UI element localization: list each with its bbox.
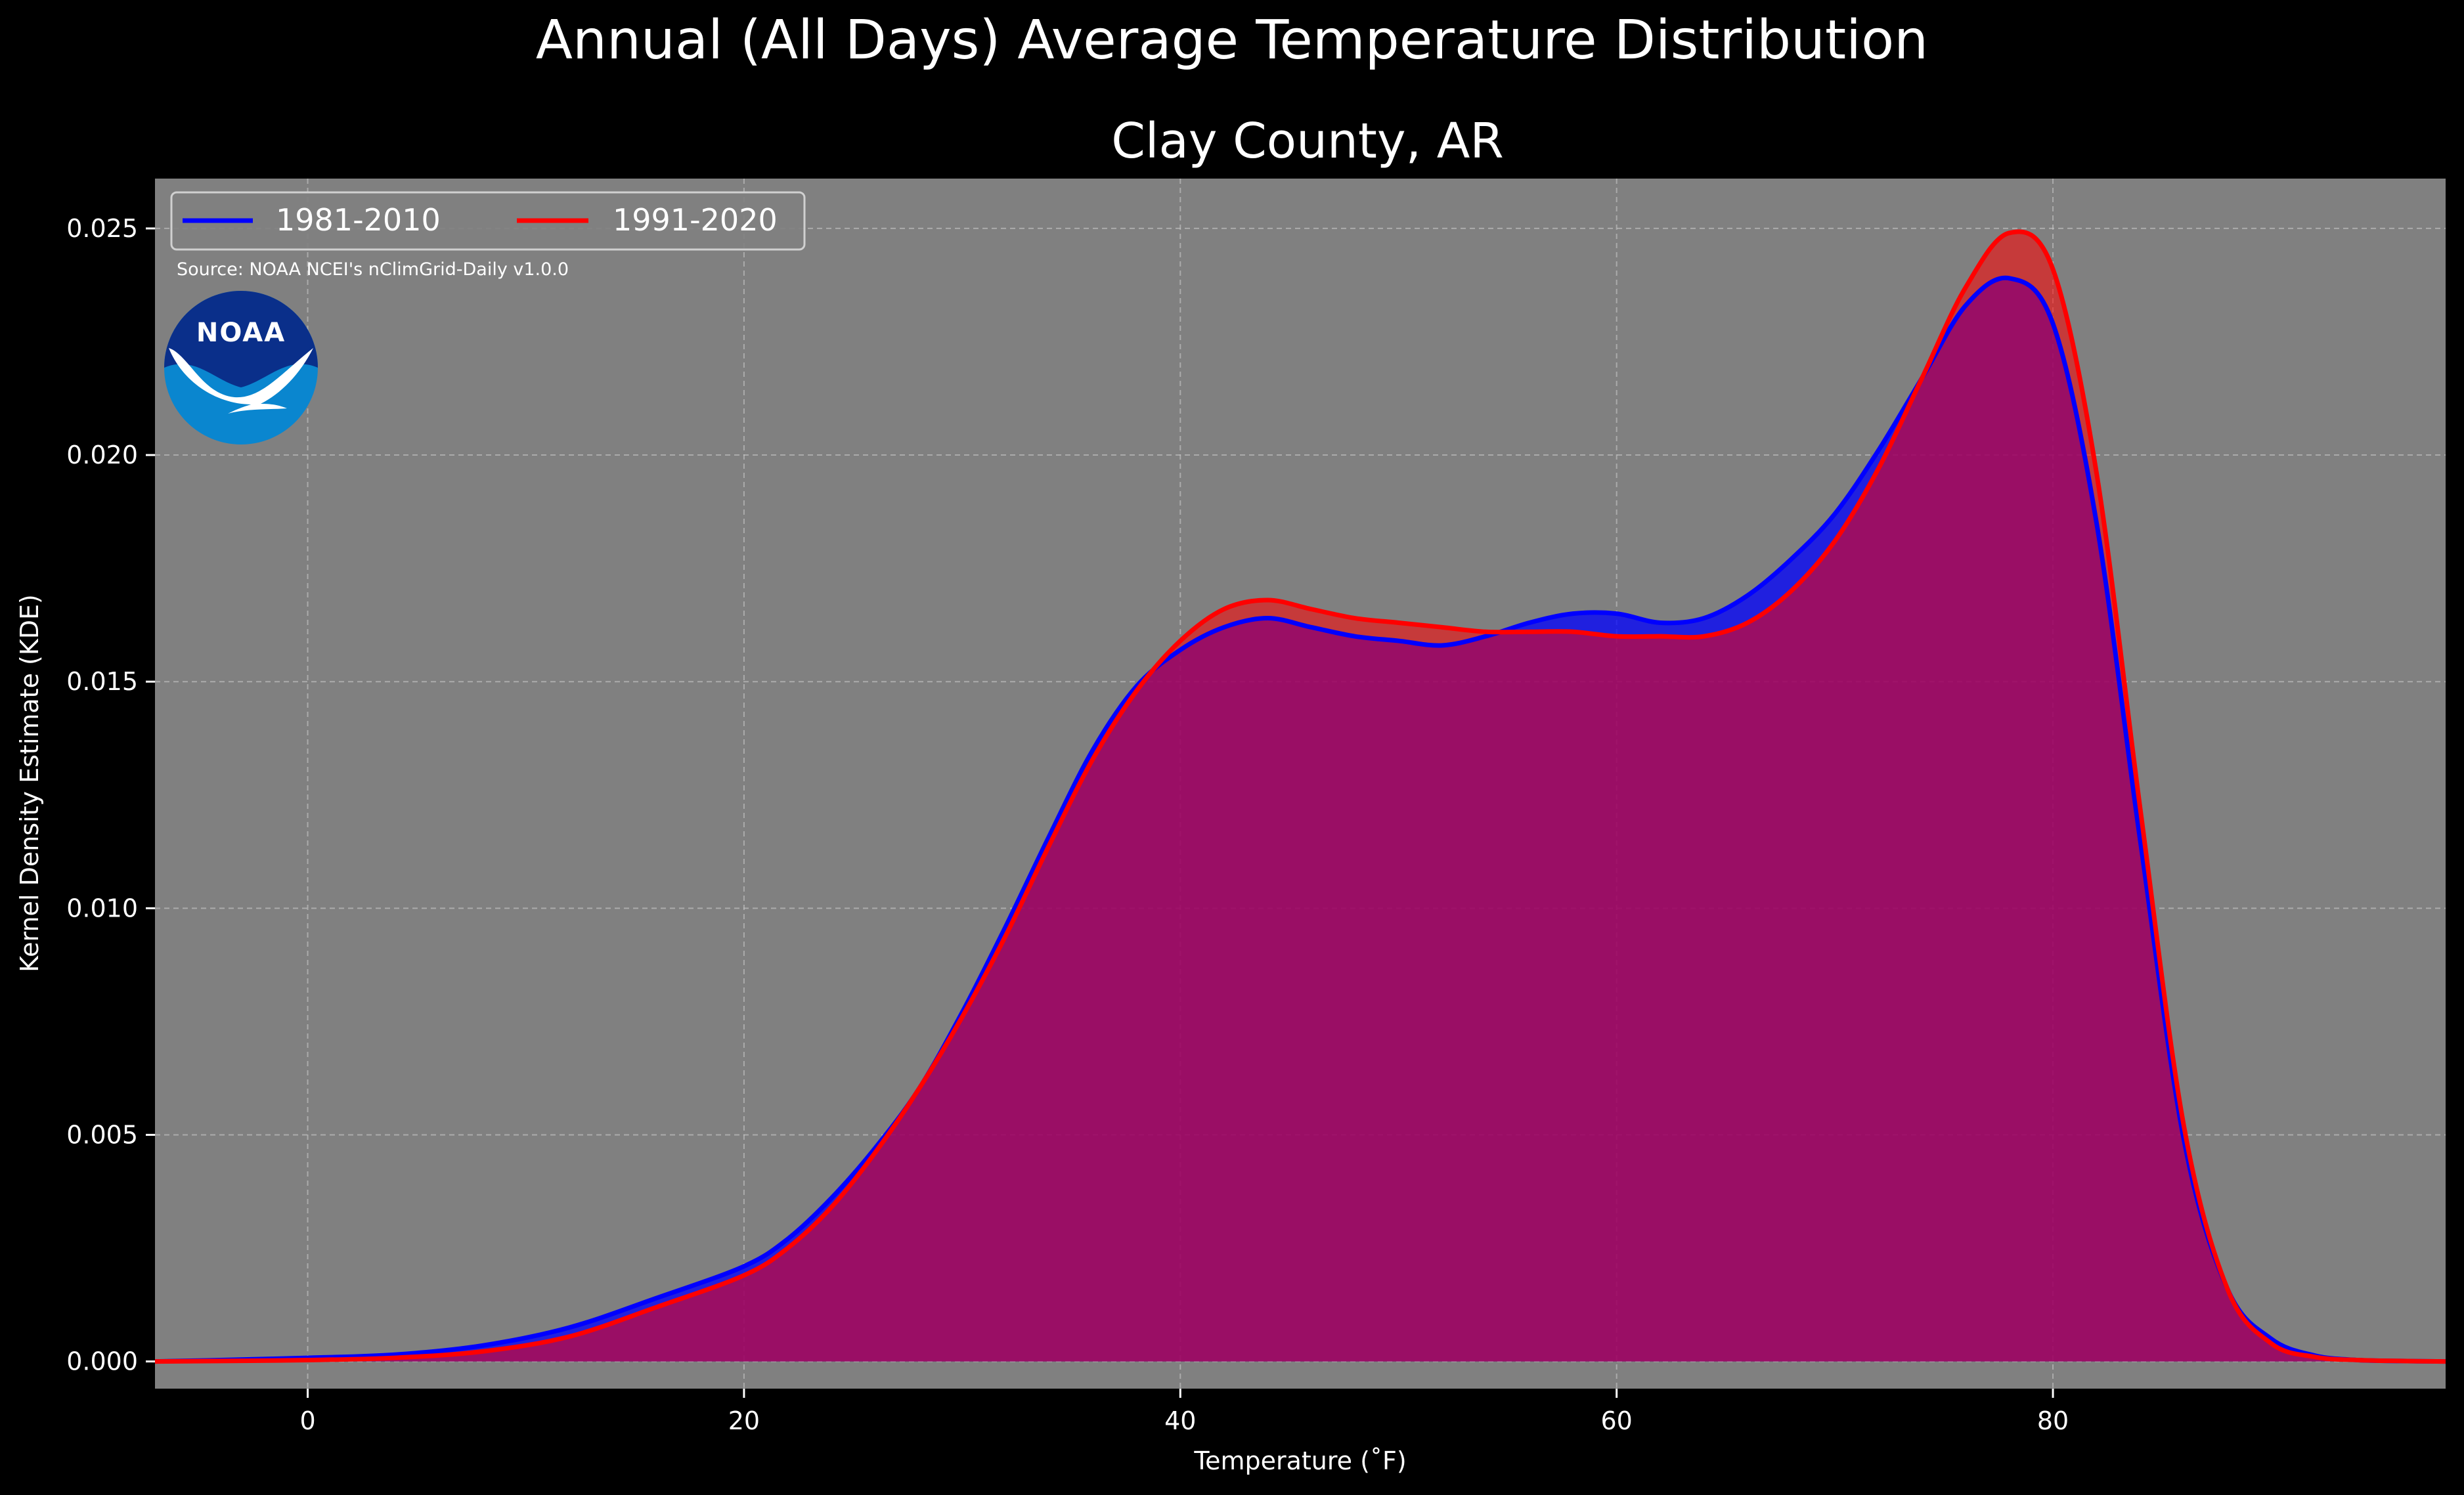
y-tick-label: 0.025 [66,214,138,243]
legend-label-1981-2010: 1981-2010 [276,202,441,238]
figure-suptitle: Annual (All Days) Average Temperature Di… [535,9,1929,72]
area-1991-2020 [155,231,2446,1362]
x-axis-ticks: 0 20 40 60 80 [299,1389,2069,1435]
y-tick-label: 0.015 [66,667,138,696]
noaa-gull-icon [169,348,313,414]
y-axis-label: Kernel Density Estimate (KDE) [15,594,44,972]
legend-label-1991-2020: 1991-2020 [613,202,778,238]
line-1981-2010 [155,275,2446,1364]
legend: 1981-2010 1991-2020 [170,191,806,251]
noaa-logo-top [164,291,318,387]
x-tick-label: 40 [1164,1406,1196,1435]
series-lines [155,229,2446,1364]
line-1991-2020 [155,229,2446,1364]
chart-title: Clay County, AR [1111,113,1504,169]
y-tick-label: 0.000 [66,1347,138,1376]
x-tick-label: 60 [1600,1406,1632,1435]
legend-box [170,191,806,251]
y-tick-label: 0.010 [66,894,138,922]
x-tick-label: 0 [299,1406,315,1435]
noaa-logo: NOAA [164,291,318,444]
source-note: Source: NOAA NCEI's nClimGrid-Daily v1.0… [177,259,569,280]
x-axis-label: Temperature (˚F) [1193,1446,1406,1475]
y-tick-label: 0.020 [66,441,138,469]
x-tick-label: 20 [728,1406,760,1435]
y-axis-ticks: 0.000 0.005 0.010 0.015 0.020 0.025 [66,214,155,1376]
noaa-logo-text: NOAA [196,318,286,348]
series-areas [155,231,2446,1362]
x-tick-label: 80 [2037,1406,2069,1435]
y-tick-label: 0.005 [66,1120,138,1149]
